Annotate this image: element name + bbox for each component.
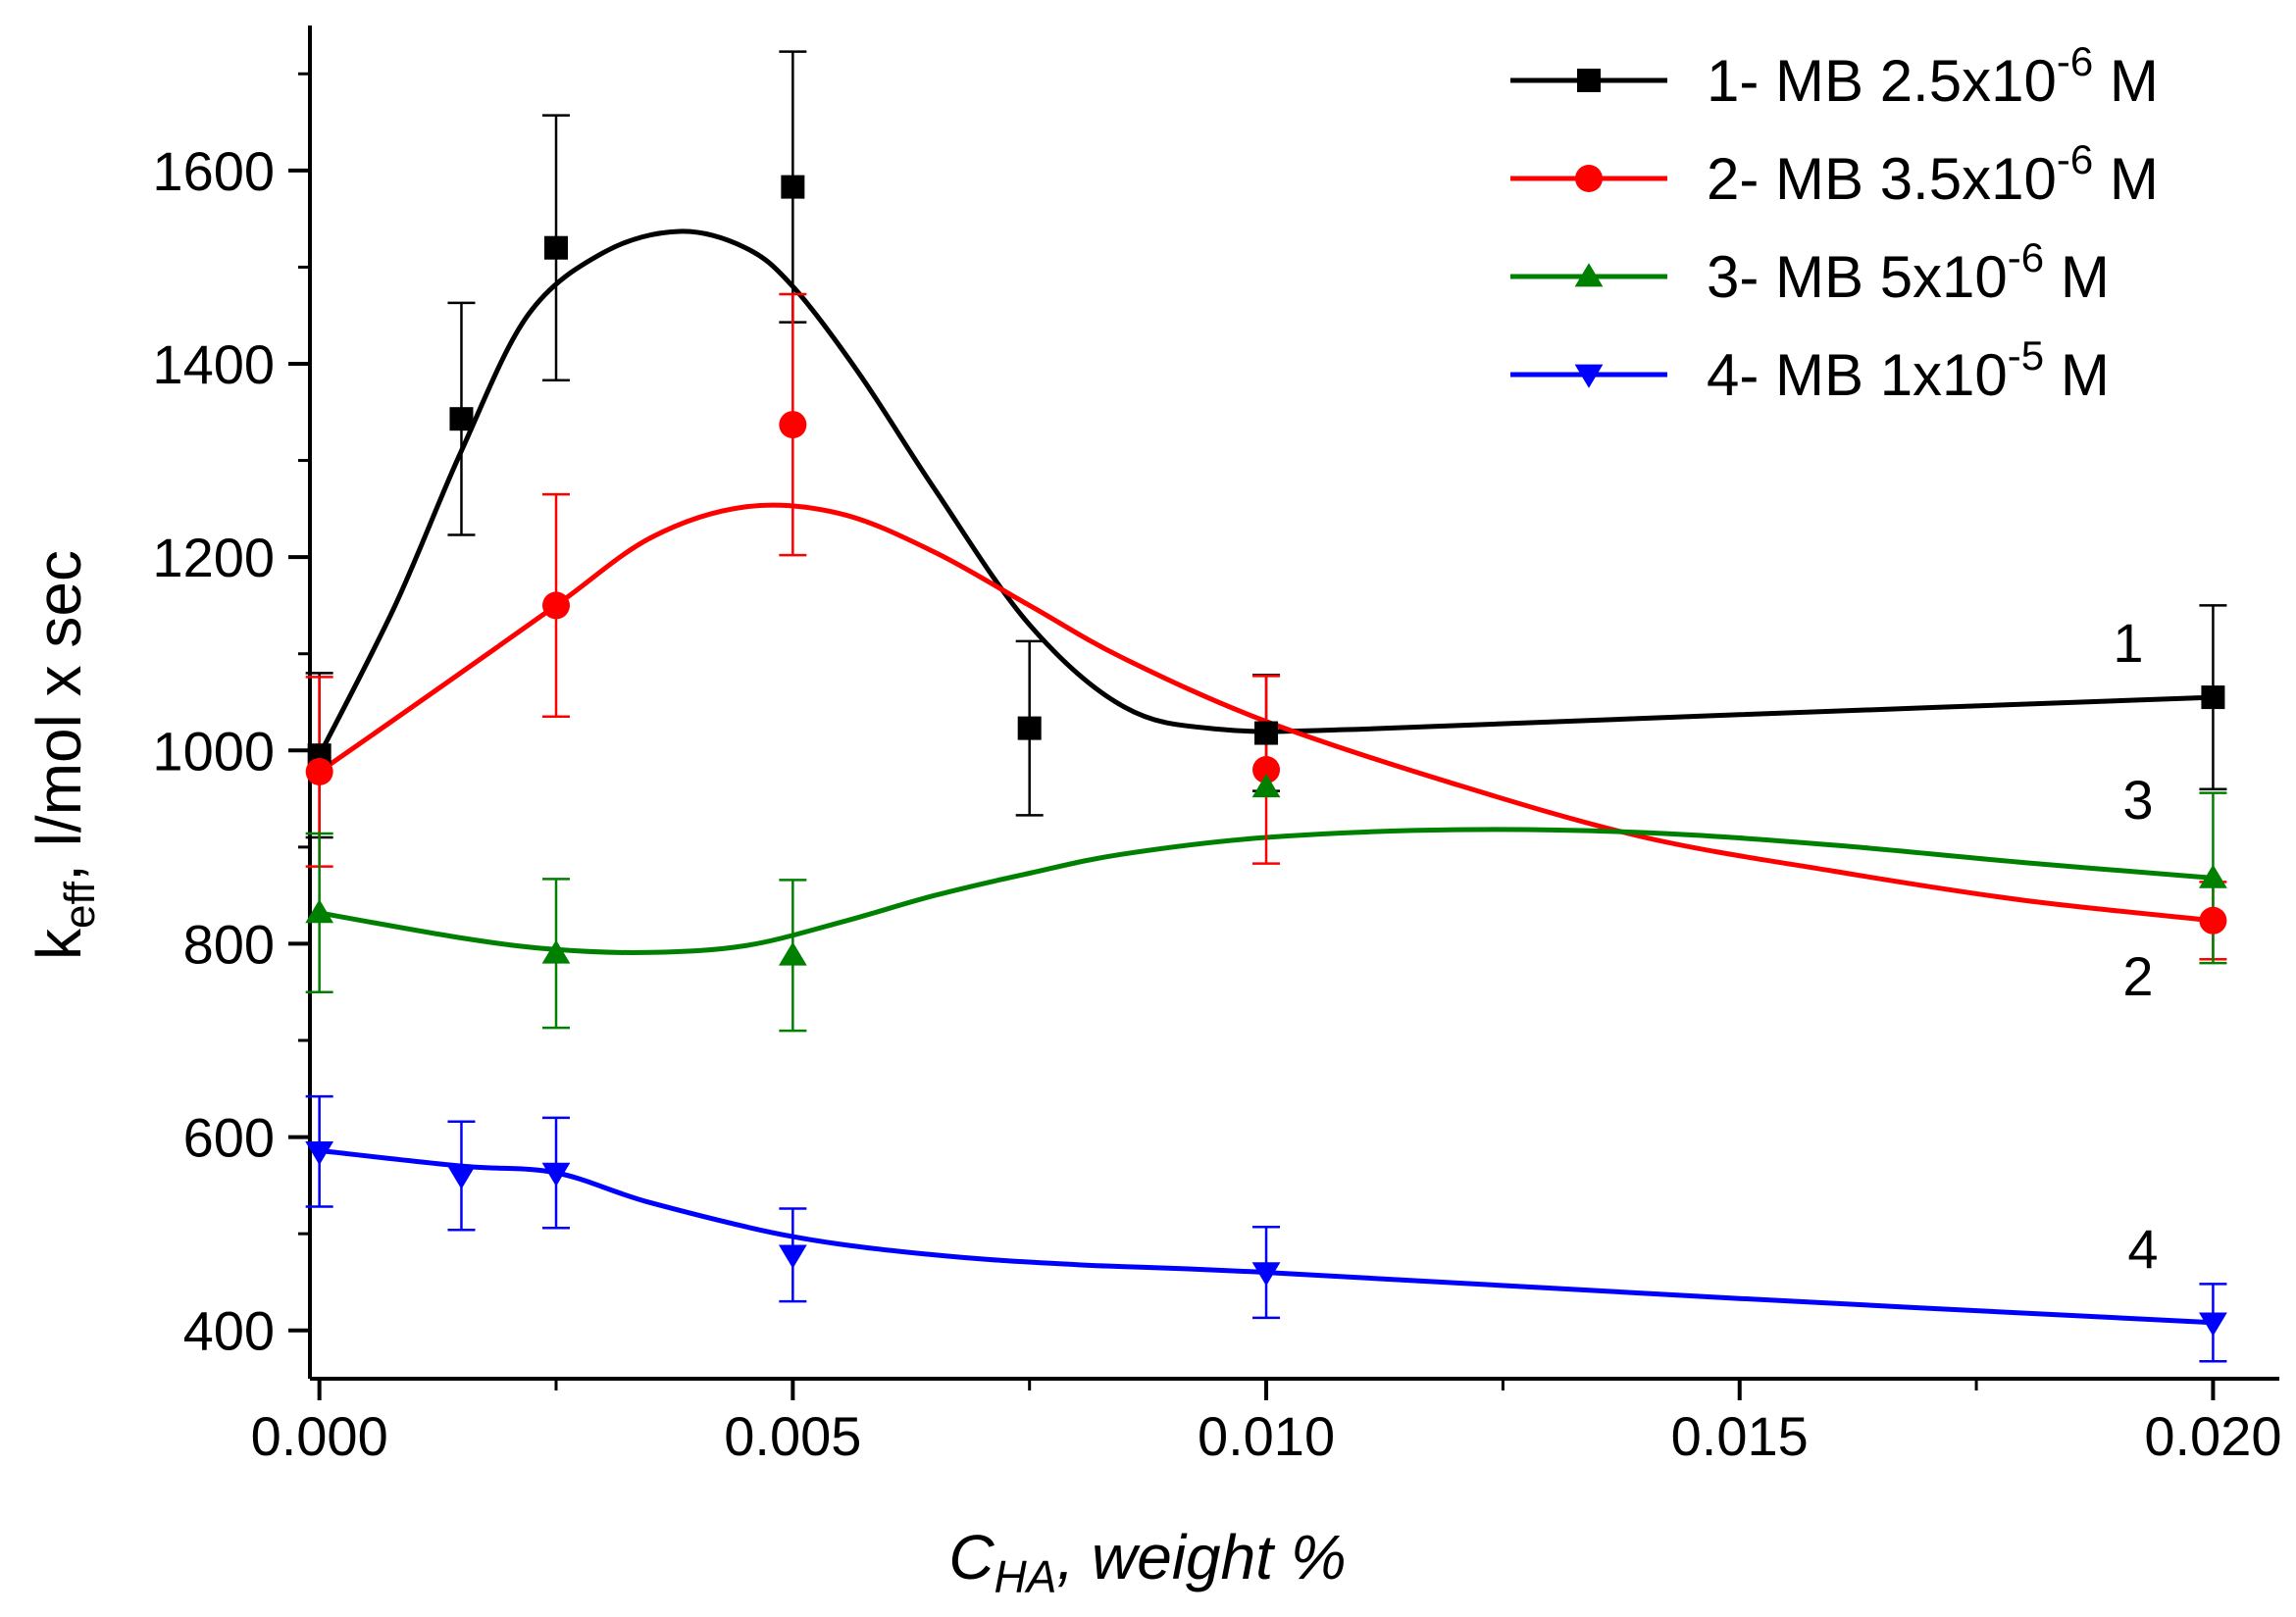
legend-label-1: 1- MB 2.5x10-6 M (1707, 38, 2159, 114)
axis-ticks: 0.000 0.005 0.010 0.015 0.020400600800100012… (152, 72, 2281, 1467)
series-4-point (778, 1244, 807, 1269)
series-3-point (305, 899, 334, 924)
series-1-point (1017, 716, 1042, 740)
legend-marker-4 (1574, 364, 1604, 388)
legend-prefix: 3- MB 5x10 (1707, 244, 2008, 310)
series-2-curve (318, 502, 2214, 924)
series-3-point (1251, 773, 1281, 798)
legend-prefix: 1- MB 2.5x10 (1707, 48, 2057, 114)
series-1-end-label: 1 (2113, 612, 2143, 674)
x-axis-title-rest: , weight % (1056, 1522, 1346, 1592)
legend-prefix: 4- MB 1x10 (1707, 342, 2008, 408)
series-1-point (449, 407, 474, 431)
x-axis-title-main: C (948, 1522, 995, 1592)
series-2-point (542, 591, 570, 620)
y-tick-label: 600 (183, 1107, 275, 1169)
series-3-point (778, 941, 807, 966)
series-1-point (2201, 685, 2225, 710)
series-3-end-label: 3 (2122, 769, 2153, 831)
fit-curves (317, 228, 2214, 1326)
series-1-point (781, 175, 805, 199)
legend-marker-2 (1575, 165, 1603, 192)
x-axis-title: CHA, weight % (948, 1522, 1346, 1602)
y-tick-label: 1400 (152, 333, 275, 395)
legend-marker-1 (1577, 69, 1601, 92)
series-4-end-label: 4 (2127, 1218, 2158, 1280)
y-tick-label: 1600 (152, 140, 275, 202)
series-4-point (541, 1162, 571, 1187)
series-3-curve (319, 827, 2214, 955)
series-1-curve (317, 228, 2214, 757)
x-tick-label: 0.020 (2144, 1405, 2281, 1467)
y-tick-label: 1000 (152, 720, 275, 782)
y-tick-label: 400 (183, 1300, 275, 1362)
x-tick-label: 0.015 (1671, 1405, 1809, 1467)
plot-frame (308, 25, 2279, 1381)
legend-exponent: -5 (2008, 332, 2044, 379)
series-1-point (544, 235, 568, 260)
data-points (305, 175, 2227, 1337)
x-tick-label: 0.000 (251, 1405, 388, 1467)
legend-label-3: 3- MB 5x10-6 M (1707, 234, 2110, 310)
series-3-point (541, 939, 571, 964)
series-2-point (2199, 906, 2227, 935)
series-4-curve (319, 1147, 2214, 1326)
series-4-point (2199, 1312, 2227, 1337)
y-axis-title: keff, l/mol x sec (24, 550, 104, 960)
y-axis-title-rest: , l/mol x sec (24, 550, 94, 882)
series-4-point (1251, 1262, 1281, 1287)
series-3-point (2199, 864, 2227, 888)
legend-label-4: 4- MB 1x10-5 M (1707, 332, 2110, 408)
end-labels: 1 2 3 4 (2113, 612, 2158, 1280)
y-tick-label: 1200 (152, 527, 275, 588)
legend-label-2: 2- MB 3.5x10-6 M (1707, 136, 2159, 212)
series-1-point (1254, 721, 1279, 745)
series-4-point (305, 1141, 334, 1166)
legend-suffix: M (2044, 342, 2110, 408)
legend-prefix: 2- MB 3.5x10 (1707, 146, 2057, 212)
legend-suffix: M (2093, 48, 2159, 114)
y-axis-title-main: k (24, 928, 94, 960)
series-2-point (1252, 756, 1281, 783)
series-4-point (447, 1165, 476, 1189)
series-2-end-label: 2 (2122, 945, 2153, 1007)
x-tick-label: 0.010 (1198, 1405, 1335, 1467)
series-2-point (305, 757, 333, 785)
legend-suffix: M (2093, 146, 2159, 212)
legend-exponent: -6 (2008, 234, 2044, 280)
y-axis-title-sub: eff (56, 881, 104, 929)
legend-marker-3 (1574, 263, 1604, 287)
legend: 1- MB 2.5x10-6 M2- MB 3.5x10-6 M3- MB 5x… (1510, 38, 2159, 408)
x-tick-label: 0.005 (724, 1405, 861, 1467)
series-2-point (779, 411, 807, 439)
y-tick-label: 800 (183, 913, 275, 975)
x-axis-title-sub: HA (995, 1551, 1057, 1602)
legend-exponent: -6 (2057, 38, 2093, 84)
legend-exponent: -6 (2057, 136, 2093, 182)
legend-suffix: M (2044, 244, 2110, 310)
